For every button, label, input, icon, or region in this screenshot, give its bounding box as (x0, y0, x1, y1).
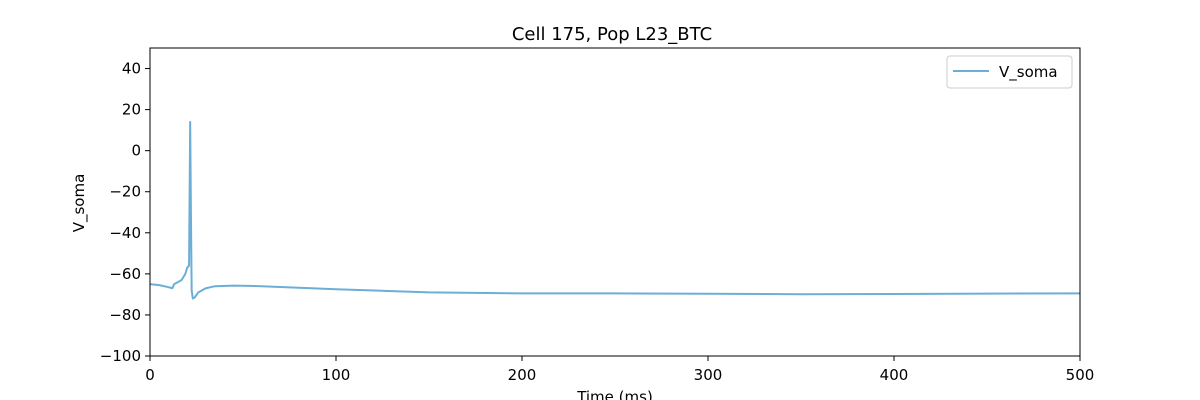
legend: V_soma (946, 55, 1073, 89)
x-tick-label: 0 (145, 366, 155, 384)
y-axis-label: V_soma (70, 174, 89, 233)
y-tick-label: −100 (100, 347, 141, 365)
x-axis-ticks: 0 100 200 300 400 500 (145, 356, 1094, 384)
legend-frame (946, 55, 1073, 89)
axes-frame (149, 47, 1081, 357)
y-tick-label: −40 (109, 224, 141, 242)
y-tick-label: −60 (109, 265, 141, 283)
y-tick-label: 20 (122, 101, 141, 119)
y-tick-label: −20 (109, 183, 141, 201)
x-tick-label: 300 (694, 366, 723, 384)
x-tick-label: 100 (322, 366, 351, 384)
y-axis-ticks: −100 −80 −60 −40 −20 0 20 40 (100, 60, 150, 365)
x-tick-label: 500 (1066, 366, 1095, 384)
x-tick-label: 400 (880, 366, 909, 384)
chart-title: Cell 175, Pop L23_BTC (512, 24, 712, 45)
series-line-0 (149, 120, 1081, 300)
x-tick-label: 200 (508, 366, 537, 384)
x-axis-label: Time (ms) (576, 388, 653, 400)
y-tick-label: −80 (109, 306, 141, 324)
legend-label: V_soma (999, 63, 1058, 82)
y-tick-label: 40 (122, 60, 141, 78)
y-tick-label: 0 (131, 142, 141, 160)
plot-area (149, 47, 1081, 357)
